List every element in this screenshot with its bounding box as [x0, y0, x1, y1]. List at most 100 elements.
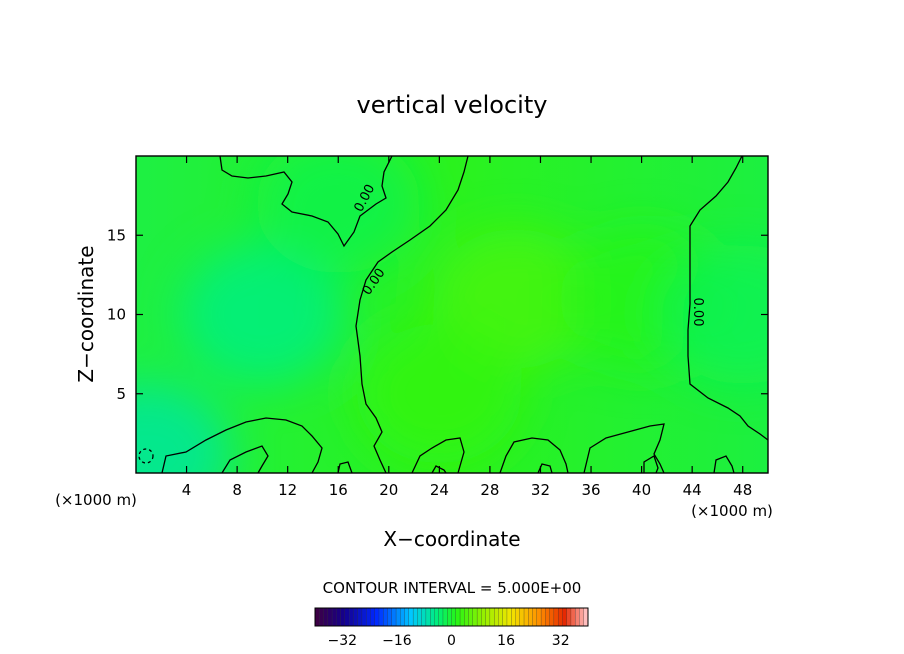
contour-line-bottom-1 [161, 417, 323, 473]
contour-line-bottom-9 [643, 455, 659, 473]
colorbar-swatch [540, 607, 546, 627]
contour-interval: CONTOUR INTERVAL = 5.000E+00 [323, 579, 582, 597]
colorbar-swatch [348, 607, 354, 627]
x-tick-label: 12 [278, 481, 297, 499]
colorbar-swatch [366, 607, 371, 627]
colorbar-swatch [353, 607, 359, 627]
contour-line-bottom-6 [499, 437, 569, 473]
x-tick-label: 20 [379, 481, 398, 499]
colorbar-swatch [344, 607, 350, 627]
colorbar-swatch [387, 607, 393, 627]
colorbar-swatch [408, 607, 414, 627]
colorbar-swatch [468, 607, 474, 627]
colorbar-swatch [430, 607, 435, 627]
colorbar-swatch [566, 607, 572, 627]
contour-line-right [687, 156, 768, 441]
colorbar-tick-label: −32 [328, 633, 358, 649]
colorbar-swatch [464, 607, 470, 627]
x-tick-label: 16 [329, 481, 348, 499]
colorbar-tick-label: 16 [497, 633, 515, 649]
x-tick-label: 8 [232, 481, 242, 499]
y-axis: 5 10 15 [107, 226, 768, 403]
colorbar-swatch [331, 607, 337, 627]
x-tick-label: 32 [531, 481, 550, 499]
colorbar-swatch [562, 607, 568, 627]
colorbar-swatch [545, 607, 551, 627]
contour-line-bottom-2 [221, 445, 269, 473]
contour-line-bottom-3 [337, 461, 353, 473]
colorbar-swatch [494, 607, 499, 627]
colorbar-swatch [511, 607, 516, 627]
x-unit-left: (×1000 m) [55, 491, 137, 509]
contour-line-bottom-8 [583, 423, 665, 473]
colorbar-swatch [523, 607, 529, 627]
contour-line-bottom-5 [431, 465, 447, 473]
colorbar-swatch [434, 607, 440, 627]
colorbar-swatch [417, 607, 423, 627]
colorbar-tick-label: −16 [382, 633, 412, 649]
colorbar-swatch [438, 607, 444, 627]
field-blob [180, 244, 345, 385]
colorbar-swatch [370, 607, 376, 627]
colorbar-swatch [421, 607, 427, 627]
contour-lines [138, 156, 768, 473]
colorbar-swatch [553, 607, 559, 627]
colorbar-swatch [549, 607, 555, 627]
colorbar-swatch [383, 607, 388, 627]
colorbar-swatch [374, 607, 380, 627]
colorbar-swatch [395, 607, 401, 627]
colorbar-swatch [506, 607, 512, 627]
x-tick-label: 36 [581, 481, 600, 499]
field-blob [357, 324, 522, 464]
x-tick-label: 48 [733, 481, 752, 499]
colorbar-tick-label: 32 [552, 633, 570, 649]
colorbar-swatch [412, 607, 418, 627]
contour-line-center [355, 156, 469, 473]
colorbar-swatch [451, 607, 457, 627]
colorbar-swatch [357, 607, 363, 627]
contour-line-left-upper [219, 156, 393, 248]
x-tick-label: 4 [182, 481, 192, 499]
x-tick-label: 24 [430, 481, 449, 499]
colorbar-ticks: −32 −16 0 16 32 [328, 633, 570, 649]
colorbar-swatch [532, 607, 538, 627]
colorbar-tick-label: 0 [447, 633, 456, 649]
colorbar-swatch [323, 607, 329, 627]
contour-dashed-closed [138, 448, 154, 464]
contour-line-bottom-10 [713, 455, 735, 473]
colorbar [314, 607, 589, 627]
colorbar-swatch [378, 607, 384, 627]
colorbar-swatch [336, 607, 342, 627]
x-axis-label: X−coordinate [383, 527, 520, 551]
field-blob [136, 384, 231, 473]
colorbar-frame [314, 607, 589, 627]
colorbar-swatch [472, 607, 478, 627]
colorbar-swatch [575, 607, 580, 627]
colorbar-swatch [319, 607, 324, 627]
plot-area: 0.00 0.00 0.00 4 8 12 16 20 24 28 32 36 40 44 48 51… [107, 155, 769, 499]
colorbar-swatch [536, 607, 542, 627]
colorbar-swatch [404, 607, 410, 627]
colorbar-swatch [455, 607, 461, 627]
colorbar-swatch [442, 607, 448, 627]
x-tick-label: 28 [480, 481, 499, 499]
colorbar-swatch [498, 607, 504, 627]
field-blob [660, 244, 768, 385]
colorbar-swatch [400, 607, 406, 627]
x-axis: 4 8 12 16 20 24 28 32 36 40 44 48 [182, 156, 752, 499]
colorbar-swatch [485, 607, 491, 627]
colorbar-swatch [459, 607, 465, 627]
y-tick-label: 15 [107, 226, 126, 244]
colorbar-swatch [481, 607, 487, 627]
x-tick-label: 40 [632, 481, 651, 499]
y-axis-label: Z−coordinate [74, 245, 98, 382]
contour-line-bottom-4 [411, 437, 465, 473]
colorbar-swatch [579, 607, 585, 627]
x-tick-label: 44 [683, 481, 702, 499]
colorbar-swatch [425, 607, 431, 627]
colorbar-swatch [361, 607, 367, 627]
contour-label: 0.00 [690, 298, 705, 327]
field-blob [256, 156, 421, 274]
colorbar-swatch [447, 607, 452, 627]
